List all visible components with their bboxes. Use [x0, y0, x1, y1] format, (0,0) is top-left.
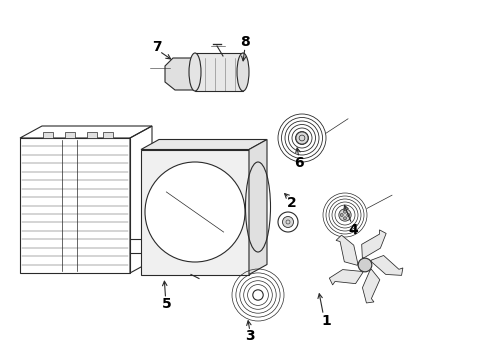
Bar [87, 132, 97, 138]
Text: 6: 6 [294, 156, 304, 170]
Polygon shape [165, 58, 207, 90]
Bar [20, 138, 130, 273]
Polygon shape [249, 140, 267, 274]
Circle shape [296, 132, 308, 144]
Ellipse shape [237, 53, 249, 91]
Circle shape [347, 213, 350, 216]
Text: 4: 4 [348, 224, 358, 237]
Polygon shape [371, 256, 403, 275]
Text: 5: 5 [162, 297, 172, 311]
Circle shape [145, 162, 245, 262]
Polygon shape [363, 269, 380, 303]
Text: 1: 1 [321, 314, 331, 328]
Polygon shape [362, 230, 386, 258]
Circle shape [340, 213, 343, 216]
Text: 2: 2 [287, 197, 296, 210]
Text: 3: 3 [245, 329, 255, 342]
Circle shape [343, 210, 346, 213]
Ellipse shape [189, 53, 201, 91]
Circle shape [283, 216, 294, 228]
Bar [43, 132, 52, 138]
Circle shape [343, 217, 346, 220]
Text: 7: 7 [152, 40, 162, 54]
Circle shape [339, 209, 351, 221]
Polygon shape [336, 235, 358, 265]
Bar [65, 132, 74, 138]
Text: 8: 8 [240, 36, 250, 49]
Circle shape [358, 258, 372, 272]
Bar [195, 53, 243, 91]
Polygon shape [141, 140, 267, 149]
Bar [141, 149, 249, 275]
Polygon shape [329, 270, 363, 285]
Bar [103, 132, 113, 138]
